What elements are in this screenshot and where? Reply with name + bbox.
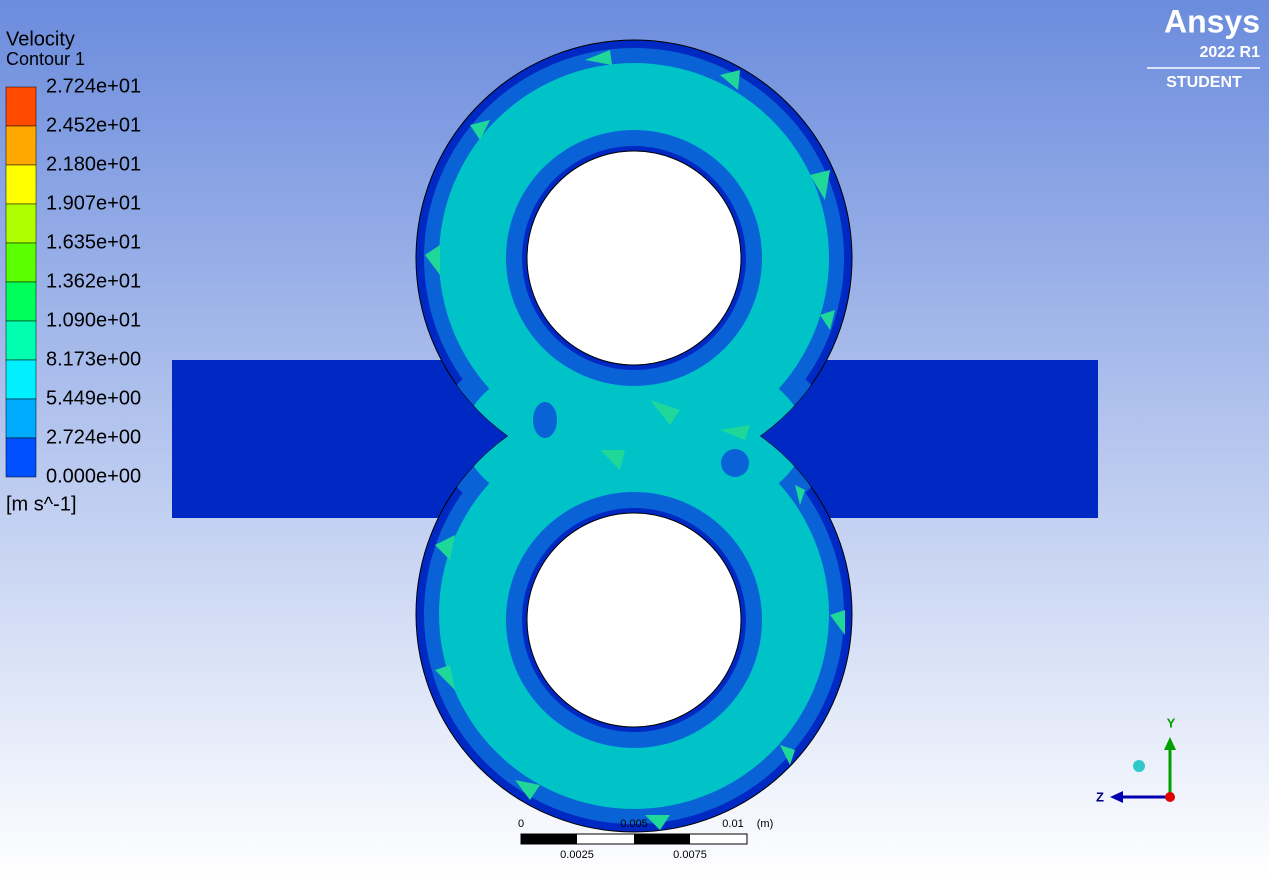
scale-label: 0.01 xyxy=(722,818,743,830)
brand-name: Ansys xyxy=(1164,3,1260,39)
scale-label: 0.0025 xyxy=(560,849,594,861)
legend-label: 1.090e+01 xyxy=(46,309,141,331)
legend-title: Velocity xyxy=(6,28,75,50)
brand-version: 2022 R1 xyxy=(1200,44,1261,61)
legend-swatch xyxy=(5,164,37,205)
legend-swatch xyxy=(5,437,37,478)
legend-unit: [m s^-1] xyxy=(6,493,77,515)
legend: 2.724e+01 2.452e+01 2.180e+01 1.907e+01 1.63… xyxy=(5,75,141,487)
legend-label: 0.000e+00 xyxy=(46,465,141,487)
legend-label: 1.362e+01 xyxy=(46,270,141,292)
legend-label: 5.449e+00 xyxy=(46,387,141,409)
legend-swatch xyxy=(5,125,37,166)
legend-swatch xyxy=(5,203,37,244)
legend-label: 2.724e+00 xyxy=(46,426,141,448)
legend-swatch xyxy=(5,242,37,283)
legend-swatch xyxy=(5,281,37,322)
legend-label: 1.907e+01 xyxy=(46,192,141,214)
legend-label: 2.452e+01 xyxy=(46,114,141,136)
legend-label: 1.635e+01 xyxy=(46,231,141,253)
legend-swatch xyxy=(5,359,37,400)
legend-label: 2.180e+01 xyxy=(46,153,141,175)
legend-swatch xyxy=(5,86,37,127)
legend-swatch xyxy=(5,320,37,361)
scale-unit: (m) xyxy=(757,818,774,830)
scale-bar xyxy=(520,833,748,845)
scale-label: 0 xyxy=(518,818,524,830)
legend-subtitle: Contour 1 xyxy=(6,49,85,69)
axis-triad xyxy=(1110,737,1176,803)
brand-edition: STUDENT xyxy=(1166,74,1242,91)
contour-plot xyxy=(415,39,853,833)
legend-label: 2.724e+01 xyxy=(46,75,141,97)
scale-label: 0.0075 xyxy=(673,849,707,861)
triad-y: Y xyxy=(1167,715,1176,730)
legend-label: 8.173e+00 xyxy=(46,348,141,370)
legend-swatch xyxy=(5,398,37,439)
triad-z: Z xyxy=(1096,789,1104,804)
scale-label: 0.005 xyxy=(620,818,648,830)
